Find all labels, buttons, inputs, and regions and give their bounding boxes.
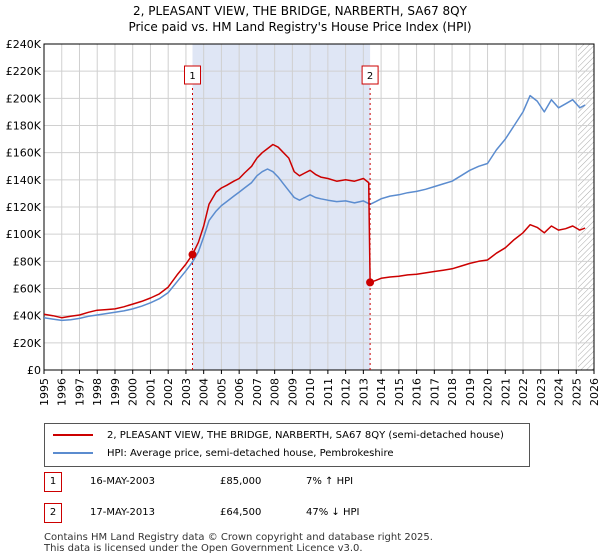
x-tick-label: 2023	[535, 378, 548, 406]
x-tick-label: 2025	[570, 378, 583, 406]
x-tick-label: 2008	[269, 378, 282, 406]
sale-price-1: £85,000	[220, 476, 262, 487]
x-tick-label: 1998	[91, 378, 104, 406]
y-tick-label: £220K	[6, 65, 42, 78]
sale-badge-1: 1	[44, 472, 62, 492]
sale-price-2: £64,500	[220, 507, 262, 518]
x-tick-label: 2024	[553, 378, 566, 406]
x-tick-label: 2009	[286, 378, 299, 406]
y-tick-label: £180K	[6, 120, 42, 133]
sale-date-2: 17-MAY-2013	[90, 507, 156, 518]
sale-hpi-change-1: 7% ↑ HPI	[306, 476, 354, 487]
series-line-hpi	[43, 94, 586, 322]
chart-legend: 2, PLEASANT VIEW, THE BRIDGE, NARBERTH, …	[44, 423, 530, 467]
y-tick-label: £200K	[6, 92, 42, 105]
x-tick-label: 2012	[340, 378, 353, 406]
y-tick-label: £140K	[6, 174, 42, 187]
x-tick-label: 2014	[375, 378, 388, 406]
y-tick-label: £40K	[13, 310, 42, 323]
y-tick-label: £120K	[6, 201, 42, 214]
sale-point-2	[366, 278, 375, 287]
footer: Contains HM Land Registry data © Crown c…	[44, 532, 433, 554]
sale-marker-label-2: 2	[367, 71, 373, 82]
legend-item-hpi: HPI: Average price, semi-detached house,…	[53, 446, 393, 462]
x-tick-label: 1997	[73, 378, 86, 406]
x-tick-label: 1995	[38, 378, 51, 406]
sale-point-1	[188, 250, 197, 259]
y-tick-label: £60K	[13, 283, 42, 296]
sale-date-1: 16-MAY-2003	[90, 476, 156, 487]
y-tick-label: £80K	[13, 255, 42, 268]
x-tick-label: 2001	[144, 378, 157, 406]
series-line-property	[43, 143, 586, 319]
x-tick-label: 2007	[251, 378, 264, 406]
x-tick-label: 2026	[588, 378, 600, 406]
x-tick-label: 2002	[162, 378, 175, 406]
y-tick-label: £0	[27, 364, 41, 377]
legend-label-hpi: HPI: Average price, semi-detached house,…	[107, 448, 394, 459]
sale-marker-box-2	[361, 65, 379, 85]
price-chart: £0 £20K £40K £60K £80K £100K £120K £140K £160K £1…	[6, 38, 600, 406]
y-tick-label: £100K	[6, 228, 42, 241]
chart-subtitle: Price paid vs. HM Land Registry's House …	[128, 20, 472, 34]
footer-copyright: Contains HM Land Registry data © Crown c…	[44, 532, 433, 543]
sale-marker-label-1: 1	[189, 71, 195, 82]
plot-frame	[43, 43, 595, 371]
x-tick-label: 2000	[127, 378, 140, 406]
legend-swatch-hpi	[53, 452, 93, 454]
legend-swatch-property	[53, 434, 93, 436]
x-tick-label: 2006	[233, 378, 246, 406]
x-tick-label: 2003	[180, 378, 193, 406]
x-tick-label: 2005	[215, 378, 228, 406]
y-tick-label: £240K	[6, 38, 42, 51]
footer-licence: This data is licensed under the Open Gov…	[44, 543, 363, 554]
x-tick-label: 1996	[56, 378, 69, 406]
legend-item-property: 2, PLEASANT VIEW, THE BRIDGE, NARBERTH, …	[53, 428, 504, 444]
x-tick-label: 2016	[411, 378, 424, 406]
x-tick-label: 2022	[517, 378, 530, 406]
sale-marker-box-1	[184, 65, 201, 85]
legend-label-property: 2, PLEASANT VIEW, THE BRIDGE, NARBERTH, …	[107, 430, 504, 441]
chart-title: 2, PLEASANT VIEW, THE BRIDGE, NARBERTH, …	[133, 4, 467, 18]
x-tick-label: 2013	[357, 378, 370, 406]
x-tick-label: 2021	[499, 378, 512, 406]
x-tick-label: 2019	[464, 378, 477, 406]
x-tick-label: 2010	[304, 378, 317, 406]
x-tick-label: 2017	[428, 378, 441, 406]
y-tick-label: £160K	[6, 147, 42, 160]
x-tick-label: 2018	[446, 378, 459, 406]
y-tick-label: £20K	[13, 337, 42, 350]
x-tick-label: 2004	[198, 378, 211, 406]
x-tick-label: 1999	[109, 378, 122, 406]
sale-badge-2: 2	[44, 503, 62, 523]
x-tick-label: 2015	[393, 378, 406, 406]
x-tick-label: 2011	[322, 378, 335, 406]
x-tick-label: 2020	[482, 378, 495, 406]
sale-hpi-change-2: 47% ↓ HPI	[306, 507, 360, 518]
